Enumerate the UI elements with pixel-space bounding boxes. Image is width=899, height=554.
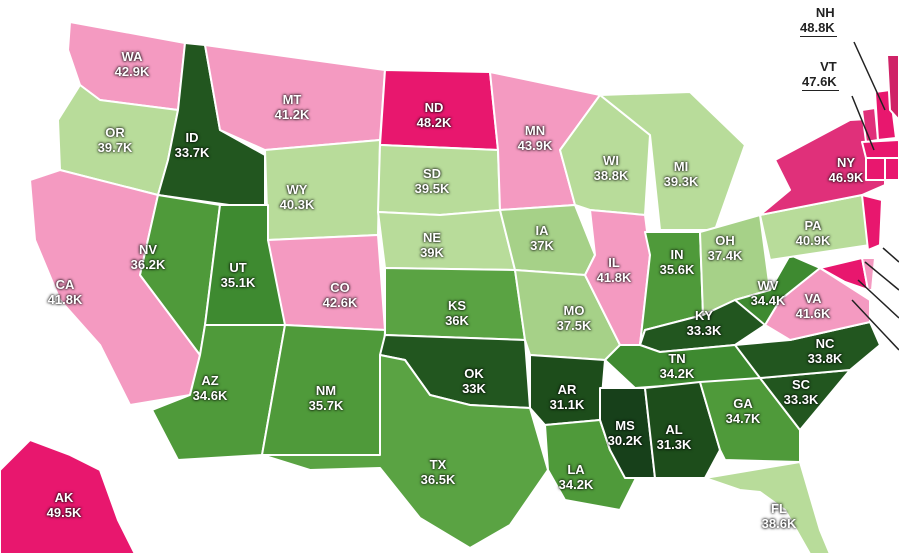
state-tx	[261, 354, 549, 549]
state-al	[644, 381, 721, 479]
state-ak	[0, 439, 136, 554]
state-ri	[884, 157, 899, 181]
nh-leader-line	[853, 41, 886, 111]
state-ct	[865, 157, 886, 181]
state-wy	[264, 139, 381, 241]
state-co	[267, 234, 386, 331]
nj-leader-line	[864, 261, 899, 291]
vt-leader-line	[851, 95, 875, 151]
callout-vt: VT 47.6K	[802, 59, 839, 91]
state-de	[861, 257, 876, 291]
state-fl	[704, 461, 831, 554]
state-ne	[377, 209, 516, 271]
state-nd	[379, 69, 499, 151]
ma-leader-line	[882, 247, 899, 263]
callout-nh: NH 48.8K	[800, 5, 837, 37]
state-mt	[204, 44, 386, 151]
state-ny	[759, 117, 886, 216]
state-nj	[861, 194, 883, 251]
state-ar	[529, 354, 606, 426]
state-me	[886, 54, 899, 121]
md-leader-line	[851, 299, 899, 351]
state-ks	[384, 267, 526, 341]
state-ia	[499, 204, 596, 276]
de-leader-line	[857, 279, 899, 319]
state-sd	[377, 144, 501, 216]
